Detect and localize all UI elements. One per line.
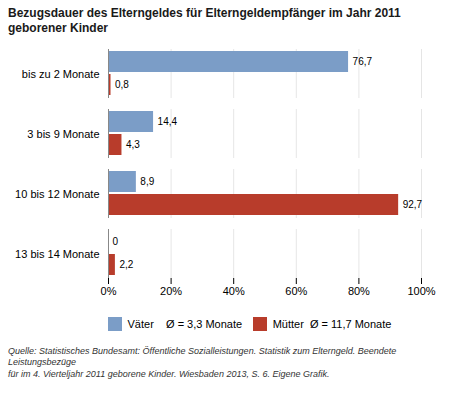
- html-text:Mütter Ø = 11,7 Monate: Mütter Ø = 11,7 Monate: [272, 317, 392, 330]
- svg-text:bis zu 2 Monate: bis zu 2 Monate: [22, 68, 100, 80]
- svg-text:13 bis 14 Monate: 13 bis 14 Monate: [15, 248, 99, 260]
- svg-text:0: 0: [113, 236, 119, 247]
- svg-text:8,9: 8,9: [140, 176, 154, 187]
- svg-text:10 bis 12 Monate: 10 bis 12 Monate: [15, 188, 99, 200]
- html-text:Bezugsdauer des Elterngeldes f: Bezugsdauer des Elterngeldes für Elterng…: [8, 6, 401, 35]
- svg-text:92,7: 92,7: [403, 199, 423, 210]
- svg-text:60%: 60%: [285, 285, 307, 297]
- svg-text:0,8: 0,8: [115, 79, 129, 90]
- svg-text:20%: 20%: [160, 285, 182, 297]
- svg-text:0%: 0%: [101, 285, 117, 297]
- html-text:Väter Ø = 3,3 Monate: Väter Ø = 3,3 Monate: [127, 317, 243, 330]
- svg-text:3 bis 9 Monate: 3 bis 9 Monate: [27, 128, 99, 140]
- svg-text:40%: 40%: [223, 285, 245, 297]
- svg-text:4,3: 4,3: [126, 139, 140, 150]
- svg-text:100%: 100%: [407, 285, 435, 297]
- svg-text:2,2: 2,2: [119, 259, 133, 270]
- svg-text:80%: 80%: [348, 285, 370, 297]
- svg-text:14,4: 14,4: [158, 116, 178, 127]
- svg-text:76,7: 76,7: [353, 56, 373, 67]
- html-text:Quelle: Statistisches Bundesam: Quelle: Statistisches Bundesamt: Öffentl…: [8, 345, 397, 379]
